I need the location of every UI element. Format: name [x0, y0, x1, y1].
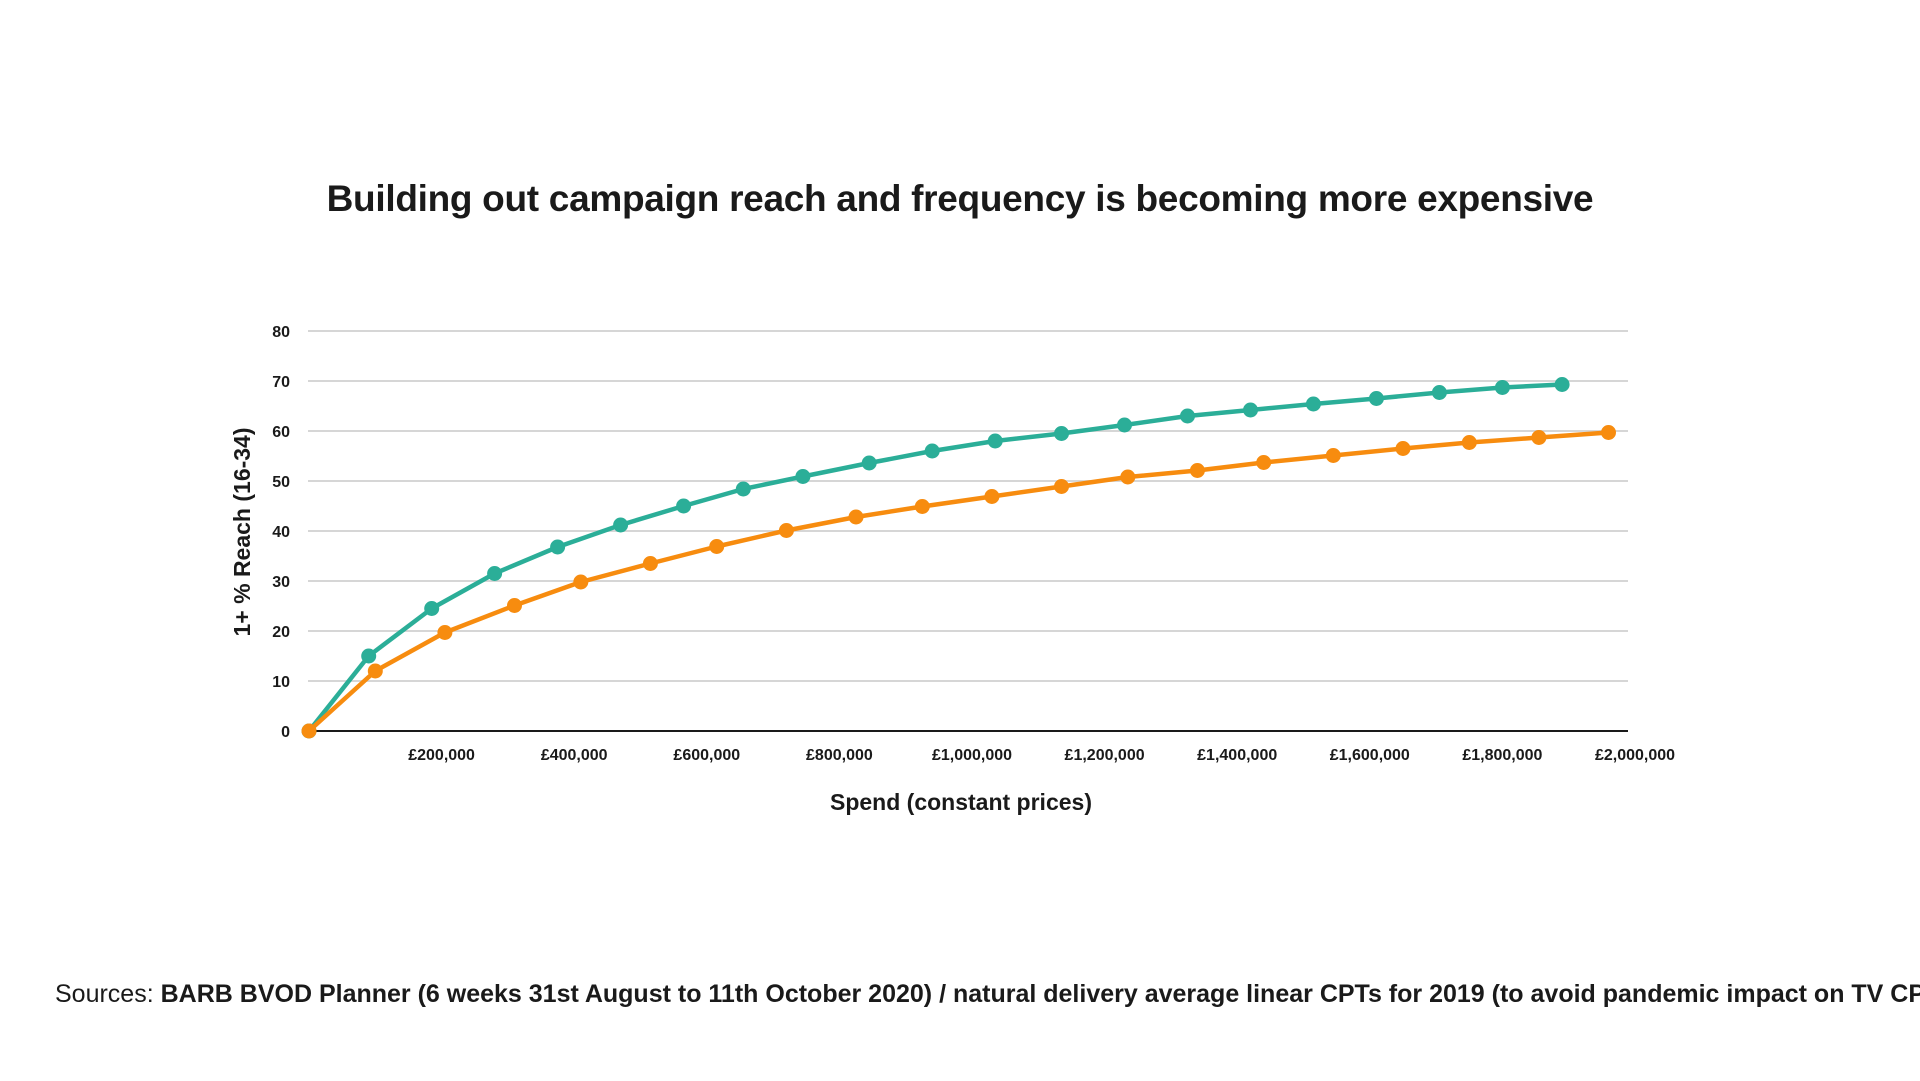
y-tick-label: 50	[272, 474, 290, 491]
series-1-point	[487, 566, 503, 581]
series-2-point	[984, 489, 1000, 504]
series-2-point	[1601, 425, 1616, 440]
y-tick-label: 40	[272, 524, 290, 541]
x-tick-label: £1,200,000	[1065, 747, 1145, 764]
series-2-point	[1461, 435, 1477, 450]
series-2-point	[507, 598, 522, 613]
gridlines	[308, 330, 1628, 682]
y-tick-label: 80	[272, 324, 290, 341]
series-2-point	[848, 509, 864, 525]
series-1-point	[987, 433, 1003, 449]
x-tick-label: £1,600,000	[1330, 747, 1410, 764]
y-axis-label: 1+ % Reach (16-34)	[229, 427, 255, 636]
x-tick-label: £1,400,000	[1197, 747, 1277, 764]
series-1-point	[1494, 380, 1510, 395]
x-axis-ticks: £200,000 £400,000 £600,000 £800,000 £1,000,0…	[408, 747, 1675, 764]
series-2-point	[778, 523, 794, 538]
y-tick-label: 0	[281, 724, 290, 741]
series-1-point	[550, 539, 566, 555]
series-1-point	[924, 443, 940, 459]
series-1-point	[1431, 385, 1447, 400]
y-tick-label: 30	[272, 574, 290, 591]
series-2-point	[1054, 479, 1069, 494]
series-2-point	[573, 574, 589, 590]
series-2-point	[709, 539, 725, 554]
y-tick-label: 70	[272, 374, 290, 391]
x-axis-label: Spend (constant prices)	[830, 789, 1092, 815]
series-2-point	[914, 499, 930, 514]
series-1-point	[1243, 402, 1258, 418]
x-tick-label: £600,000	[673, 747, 740, 764]
series-2-point	[1531, 430, 1547, 445]
x-tick-label: £1,000,000	[932, 747, 1012, 764]
y-tick-label: 60	[272, 424, 290, 441]
series-2-point	[367, 663, 383, 679]
series-2-point	[1189, 463, 1205, 478]
series-line-1	[306, 382, 1565, 734]
series-2-point	[301, 723, 317, 739]
series-1-point	[1305, 396, 1321, 412]
series-1-point	[1117, 417, 1132, 433]
x-tick-label: £800,000	[806, 747, 873, 764]
sources-text: BARB BVOD Planner (6 weeks 31st August t…	[160, 980, 1920, 1008]
series-1-point	[613, 517, 629, 533]
series-2-point	[1325, 448, 1341, 463]
series-1-point	[1054, 426, 1069, 441]
series-2-point	[1120, 469, 1136, 485]
series-2-point	[437, 625, 453, 640]
series-1-point	[735, 481, 751, 497]
x-tick-label: £200,000	[408, 747, 475, 764]
series-2-point	[1395, 441, 1411, 456]
series-1-point	[1368, 391, 1384, 406]
series-2-point	[642, 556, 658, 571]
x-tick-label: £2,000,000	[1595, 747, 1675, 764]
y-tick-label: 10	[272, 674, 290, 691]
series-1-point	[795, 469, 811, 484]
y-axis-ticks: 0 10 20 30 40 50 60 70 80	[272, 324, 290, 741]
sources-prefix: Sources:	[55, 980, 161, 1008]
series-1-point	[861, 455, 877, 471]
sources-note: Sources: BARB BVOD Planner (6 weeks 31st…	[55, 980, 1920, 1009]
series-lines	[301, 377, 1616, 739]
x-tick-label: £400,000	[541, 747, 608, 764]
series-1-point	[1554, 377, 1570, 392]
series-1-point	[676, 498, 692, 514]
chart-title: Building out campaign reach and frequenc…	[326, 178, 1594, 219]
series-1-point	[1180, 408, 1195, 424]
x-tick-label: £1,800,000	[1462, 747, 1542, 764]
series-1-point	[361, 648, 377, 664]
y-tick-label: 20	[272, 624, 290, 641]
series-1-point	[424, 601, 440, 616]
series-2-point	[1256, 455, 1272, 470]
series-line-2	[306, 430, 1611, 734]
